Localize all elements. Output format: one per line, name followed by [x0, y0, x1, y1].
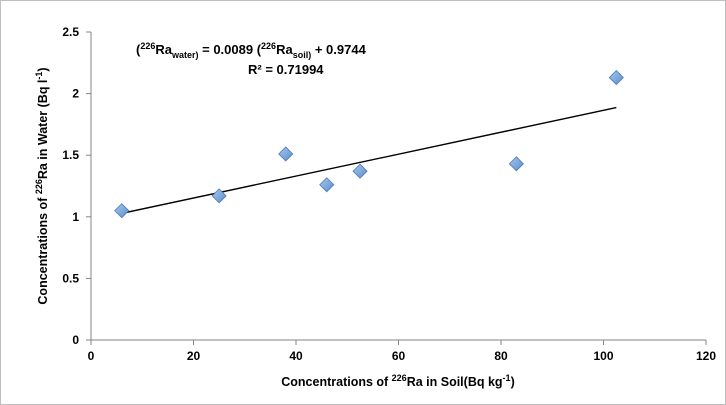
- data-point: [211, 188, 227, 204]
- data-point: [114, 203, 130, 219]
- data-points: [114, 70, 624, 219]
- y-tick-label: 2: [72, 87, 79, 101]
- y-tick-label: 1: [72, 210, 79, 224]
- x-axis-title: Concentrations of 226Ra in Soil(Bq kg-1): [281, 373, 514, 389]
- y-tick-label: 0.5: [62, 271, 79, 285]
- trendline-layer: [121, 106, 617, 215]
- regression-equation: (226Rawater) = 0.0089 (226Rasoil) + 0.97…: [136, 41, 367, 60]
- y-tick-label: 2.5: [62, 25, 79, 39]
- x-tick-label: 80: [494, 349, 508, 363]
- y-tick-labels: 0 0.5 1 1.5 2 2.5: [62, 25, 91, 347]
- data-point: [508, 156, 524, 172]
- data-point: [319, 177, 335, 193]
- y-axis-title: Concentrations of 226Ra in Water (Bq l-1…: [34, 67, 50, 304]
- r-squared-label: R² = 0.71994: [248, 62, 324, 77]
- x-tick-labels: 0 20 40 60 80 100 120: [88, 340, 716, 363]
- y-tick-label: 1.5: [62, 148, 79, 162]
- x-tick-label: 120: [696, 349, 716, 363]
- trendline: [121, 106, 617, 215]
- y-tick-label: 0: [72, 333, 79, 347]
- x-tick-label: 100: [593, 349, 613, 363]
- x-tick-label: 20: [187, 349, 201, 363]
- x-tick-label: 0: [88, 349, 95, 363]
- data-point: [352, 163, 368, 179]
- x-tick-label: 40: [289, 349, 303, 363]
- x-tick-label: 60: [392, 349, 406, 363]
- data-point: [278, 146, 294, 162]
- data-point: [608, 70, 624, 86]
